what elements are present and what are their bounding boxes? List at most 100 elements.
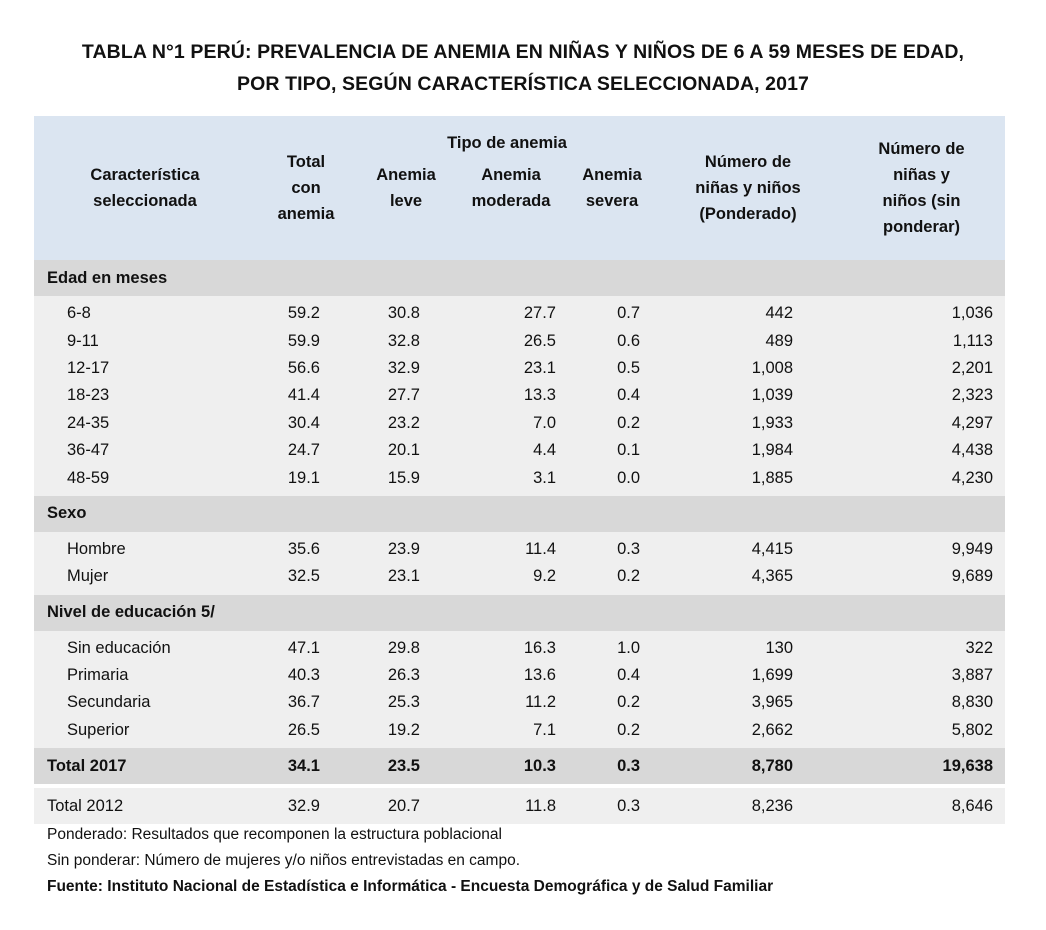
table-notes: Ponderado: Resultados que recomponen la … xyxy=(47,822,773,900)
row-label: Total 2017 xyxy=(34,748,256,785)
cell-sin-ponderar: 4,230 xyxy=(838,464,1005,492)
cell-moderada: 11.8 xyxy=(456,788,566,825)
cell-leve: 20.1 xyxy=(356,436,456,465)
table-header: Característica seleccionada Total con an… xyxy=(34,116,1005,260)
row-spacer xyxy=(34,630,1005,635)
cell-moderada: 10.3 xyxy=(456,748,566,785)
row-spacer xyxy=(34,531,1005,536)
cell-ponderado: 1,933 xyxy=(658,409,838,437)
cell-leve: 23.1 xyxy=(356,563,456,591)
cell-leve: 23.2 xyxy=(356,409,456,437)
cell-sin-ponderar: 322 xyxy=(838,634,1005,662)
table-row: 36-47 24.7 20.1 4.4 0.1 1,984 4,438 xyxy=(34,436,1005,465)
cell-moderada: 7.0 xyxy=(456,409,566,437)
section-title: Sexo xyxy=(34,495,1005,532)
row-label: Mujer xyxy=(34,563,256,591)
cell-severa: 0.5 xyxy=(566,354,658,383)
cell-sin-ponderar: 3,887 xyxy=(838,661,1005,690)
header-sin-ponderar-l4: ponderar) xyxy=(882,218,960,236)
cell-severa: 0.0 xyxy=(566,464,658,492)
row-spacer-cell xyxy=(34,744,1005,749)
note-fuente: Fuente: Instituto Nacional de Estadístic… xyxy=(47,878,774,895)
table-row: 12-17 56.6 32.9 23.1 0.5 1,008 2,201 xyxy=(34,354,1005,383)
cell-ponderado: 8,780 xyxy=(658,748,838,785)
row-spacer-cell xyxy=(34,531,1005,536)
header-ponderado-l1: Número de xyxy=(704,153,792,171)
row-spacer-cell xyxy=(34,630,1005,635)
row-label: 36-47 xyxy=(34,436,256,465)
header-leve-l1: Anemia xyxy=(376,166,436,184)
cell-total: 59.9 xyxy=(256,327,356,355)
row-label: 18-23 xyxy=(34,382,256,410)
table-title: TABLA N°1 PERÚ: PREVALENCIA DE ANEMIA EN… xyxy=(0,36,1046,100)
cell-leve: 23.9 xyxy=(356,535,456,564)
cell-moderada: 7.1 xyxy=(456,716,566,745)
header-total: Total con anemia xyxy=(256,116,356,260)
cell-total: 40.3 xyxy=(256,661,356,690)
cell-moderada: 23.1 xyxy=(456,354,566,383)
cell-severa: 0.7 xyxy=(566,300,658,328)
cell-moderada: 26.5 xyxy=(456,327,566,355)
cell-sin-ponderar: 8,830 xyxy=(838,689,1005,717)
cell-sin-ponderar: 2,323 xyxy=(838,382,1005,410)
header-sin-ponderar-l2: niñas y xyxy=(893,166,950,184)
cell-sin-ponderar: 4,297 xyxy=(838,409,1005,437)
cell-moderada: 4.4 xyxy=(456,436,566,465)
row-spacer xyxy=(34,590,1005,595)
cell-severa: 0.4 xyxy=(566,661,658,690)
table-body: Edad en meses 6-8 59.2 30.8 27.7 0.7 442 1,036 9… xyxy=(34,260,1005,825)
cell-ponderado: 4,415 xyxy=(658,535,838,564)
section-title: Nivel de educación 5/ xyxy=(34,594,1005,631)
table-row: Hombre 35.6 23.9 11.4 0.3 4,415 9,949 xyxy=(34,535,1005,564)
row-label: Secundaria xyxy=(34,689,256,717)
cell-leve: 29.8 xyxy=(356,634,456,662)
cell-total: 34.1 xyxy=(256,748,356,785)
total-2017-row: Total 2017 34.1 23.5 10.3 0.3 8,780 19,638 xyxy=(34,748,1005,785)
table-row: Sin educación 47.1 29.8 16.3 1.0 130 322 xyxy=(34,634,1005,662)
table-row: 9-11 59.9 32.8 26.5 0.6 489 1,113 xyxy=(34,327,1005,355)
cell-severa: 0.3 xyxy=(566,535,658,564)
cell-ponderado: 2,662 xyxy=(658,716,838,745)
row-label: 9-11 xyxy=(34,327,256,355)
cell-moderada: 13.6 xyxy=(456,661,566,690)
row-label: Sin educación xyxy=(34,634,256,662)
cell-total: 36.7 xyxy=(256,689,356,717)
table-row: Mujer 32.5 23.1 9.2 0.2 4,365 9,689 xyxy=(34,563,1005,591)
row-spacer xyxy=(34,784,1005,789)
header-sin-ponderar: Número de niñas y niños (sin ponderar) xyxy=(838,116,1005,260)
cell-severa: 0.2 xyxy=(566,689,658,717)
cell-moderada: 16.3 xyxy=(456,634,566,662)
cell-total: 32.9 xyxy=(256,788,356,825)
cell-ponderado: 442 xyxy=(658,300,838,328)
header-ponderado: Número de niñas y niños (Ponderado) xyxy=(658,116,838,260)
cell-sin-ponderar: 9,689 xyxy=(838,563,1005,591)
cell-severa: 1.0 xyxy=(566,634,658,662)
table-row: 48-59 19.1 15.9 3.1 0.0 1,885 4,230 xyxy=(34,464,1005,492)
cell-ponderado: 1,984 xyxy=(658,436,838,465)
cell-sin-ponderar: 1,113 xyxy=(838,327,1005,355)
row-spacer-cell xyxy=(34,590,1005,595)
cell-severa: 0.2 xyxy=(566,409,658,437)
header-caracteristica-l2: seleccionada xyxy=(93,192,197,210)
header-leve: Anemia leve xyxy=(356,160,456,260)
section-header: Nivel de educación 5/ xyxy=(34,594,1005,631)
section-header: Edad en meses xyxy=(34,260,1005,296)
cell-total: 59.2 xyxy=(256,300,356,328)
total-2012-row: Total 2012 32.9 20.7 11.8 0.3 8,236 8,646 xyxy=(34,788,1005,825)
cell-leve: 23.5 xyxy=(356,748,456,785)
cell-sin-ponderar: 5,802 xyxy=(838,716,1005,745)
cell-leve: 26.3 xyxy=(356,661,456,690)
header-moderada: Anemia moderada xyxy=(456,160,566,260)
header-total-l1: Total xyxy=(286,153,326,171)
cell-moderada: 9.2 xyxy=(456,563,566,591)
row-label: 6-8 xyxy=(34,300,256,328)
cell-ponderado: 1,699 xyxy=(658,661,838,690)
cell-leve: 19.2 xyxy=(356,716,456,745)
cell-ponderado: 1,008 xyxy=(658,354,838,383)
header-severa-l1: Anemia xyxy=(582,166,642,184)
section-title: Edad en meses xyxy=(34,260,1005,296)
cell-ponderado: 1,885 xyxy=(658,464,838,492)
cell-severa: 0.3 xyxy=(566,748,658,785)
cell-leve: 25.3 xyxy=(356,689,456,717)
row-spacer-cell xyxy=(34,491,1005,496)
